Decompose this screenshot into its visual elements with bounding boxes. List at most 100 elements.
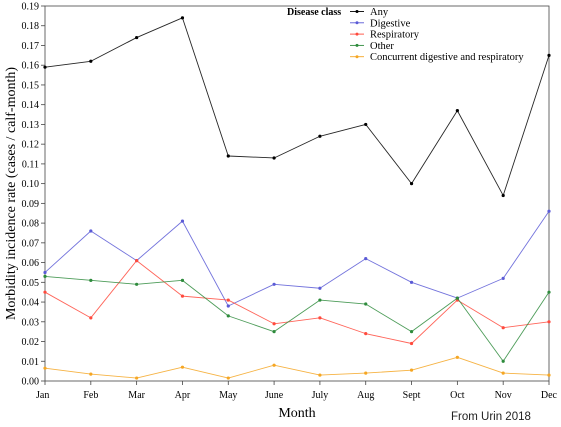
data-point xyxy=(409,182,414,186)
data-point xyxy=(455,355,459,359)
series-line xyxy=(44,17,550,196)
data-point xyxy=(135,376,139,380)
series-1 xyxy=(43,209,551,308)
data-point xyxy=(180,16,185,20)
x-tick-label: June xyxy=(265,390,284,401)
x-tick-label: Oct xyxy=(450,390,465,401)
data-point xyxy=(226,314,230,318)
data-point xyxy=(135,282,139,286)
y-tick-label: 0.03 xyxy=(22,317,40,328)
data-point xyxy=(501,371,505,375)
data-point xyxy=(409,330,414,334)
data-point xyxy=(318,298,322,302)
data-point xyxy=(180,219,185,223)
data-point xyxy=(89,59,93,63)
data-point xyxy=(226,376,230,380)
y-axis-title: Morbidity incidence rate (cases / calf-m… xyxy=(4,67,19,320)
data-point xyxy=(318,286,322,290)
data-point xyxy=(547,320,551,324)
x-tick-label: May xyxy=(219,390,237,401)
data-point xyxy=(409,368,414,372)
legend-marker xyxy=(355,55,359,59)
y-tick-label: 0.19 xyxy=(22,2,40,13)
data-point xyxy=(272,330,276,334)
legend-marker xyxy=(355,43,359,47)
data-point xyxy=(226,154,230,158)
data-point xyxy=(89,316,93,320)
data-point xyxy=(409,341,414,346)
data-point xyxy=(364,122,368,127)
series-layer xyxy=(43,16,551,380)
y-tick-label: 0.11 xyxy=(22,159,39,170)
data-point xyxy=(547,53,551,57)
data-point xyxy=(364,332,368,336)
data-point xyxy=(364,302,368,306)
data-point xyxy=(318,373,322,377)
x-tick-label: Nov xyxy=(495,390,512,401)
series-line xyxy=(44,211,550,307)
y-tick-label: 0.04 xyxy=(22,298,40,309)
data-point xyxy=(43,274,47,278)
data-point xyxy=(180,294,185,298)
legend: Disease class AnyDigestiveRespiratoryOthe… xyxy=(287,7,524,63)
series-0 xyxy=(43,16,551,198)
data-point xyxy=(318,134,322,138)
legend-entry: Digestive xyxy=(370,18,411,29)
data-point xyxy=(226,304,230,308)
data-point xyxy=(455,296,459,300)
legend-entry: Respiratory xyxy=(370,30,420,41)
source-credit: From Urin 2018 xyxy=(451,411,531,423)
y-tick-label: 0.05 xyxy=(22,278,40,289)
series-line xyxy=(44,260,550,344)
plot-frame xyxy=(44,5,550,382)
x-tick-label: Mar xyxy=(128,390,145,401)
data-point xyxy=(180,365,185,369)
data-point xyxy=(272,322,276,326)
x-tick-label: July xyxy=(312,390,329,401)
legend-entry: Concurrent digestive and respiratory xyxy=(370,52,524,63)
y-tick-label: 0.12 xyxy=(22,140,40,151)
series-3 xyxy=(43,274,551,363)
series-4 xyxy=(43,355,551,380)
data-point xyxy=(43,290,47,294)
x-tick-label: Feb xyxy=(83,390,98,401)
data-point xyxy=(135,259,139,263)
data-point xyxy=(501,193,505,198)
y-tick-label: 0.18 xyxy=(22,21,40,32)
x-tick-label: Jan xyxy=(36,390,49,401)
data-point xyxy=(226,298,230,302)
series-2 xyxy=(43,259,551,346)
data-point xyxy=(272,156,276,160)
y-tick-label: 0.02 xyxy=(22,337,40,348)
series-line xyxy=(44,356,550,379)
data-point xyxy=(547,209,551,213)
data-point xyxy=(501,359,505,363)
data-point xyxy=(43,65,47,69)
x-tick-label: Aug xyxy=(357,390,374,401)
series-line xyxy=(44,275,550,362)
y-tick-label: 0.14 xyxy=(22,100,40,111)
data-point xyxy=(135,35,139,40)
data-point xyxy=(364,371,368,375)
legend-marker xyxy=(355,21,359,25)
legend-marker xyxy=(355,32,359,36)
y-tick-label: 0.16 xyxy=(22,61,40,72)
data-point xyxy=(501,326,505,330)
data-point xyxy=(89,278,93,282)
plot-frame-layer xyxy=(44,5,550,382)
y-tick-label: 0.07 xyxy=(22,238,40,249)
data-point xyxy=(272,282,276,286)
y-tick-label: 0.10 xyxy=(22,179,40,190)
x-axis-title: Month xyxy=(278,406,315,421)
data-point xyxy=(501,276,505,280)
data-point xyxy=(364,257,368,261)
y-tick-label: 0.01 xyxy=(22,357,40,368)
legend-entry: Any xyxy=(370,7,389,18)
data-point xyxy=(89,372,93,376)
y-tick-label: 0.13 xyxy=(22,120,40,131)
data-point xyxy=(180,278,185,282)
legend-title: Disease class xyxy=(287,7,341,18)
axis-layer: 0.00 0.01 0.02 0.03 0.04 0.05 0.06 0.07 0.08 0.09… xyxy=(22,2,558,402)
